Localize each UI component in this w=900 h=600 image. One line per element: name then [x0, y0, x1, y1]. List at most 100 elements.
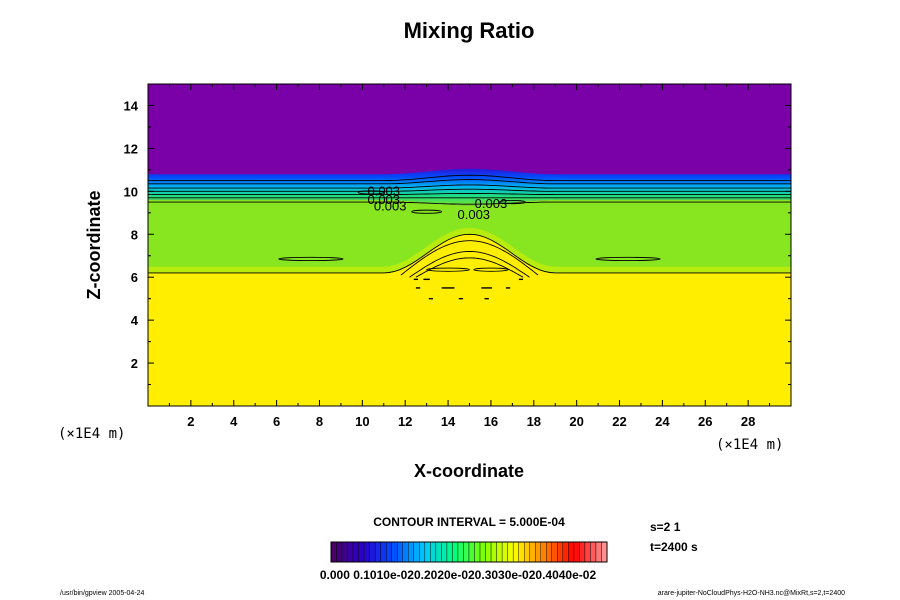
colorbar-swatch — [595, 541, 602, 563]
colorbar-swatch — [490, 541, 497, 563]
colorbar-swatch — [601, 541, 608, 563]
plot-area — [148, 84, 791, 406]
colorbar-swatch — [584, 541, 591, 563]
y-tick-label: 8 — [131, 227, 138, 242]
colorbar-swatch — [391, 541, 398, 563]
colorbar-frame — [330, 541, 608, 563]
colorbar-swatch — [512, 541, 519, 563]
contour-lines — [148, 174, 791, 300]
y-axis-label: Z-coordinate — [84, 190, 104, 299]
field-middle-layer — [148, 199, 791, 273]
colorbar-swatch — [485, 541, 492, 563]
contour-line — [148, 233, 791, 274]
contour-label: 0.003 — [367, 192, 400, 207]
colorbar-swatch — [546, 541, 553, 563]
contour-loop — [426, 267, 470, 272]
colorbar-swatch — [347, 541, 354, 563]
colorbar-swatch — [468, 541, 475, 563]
colorbar-swatch — [441, 541, 448, 563]
colorbar-swatch — [358, 541, 365, 563]
y-axis: 2 4 6 8 10 12 14 — [124, 98, 791, 386]
colorbar — [330, 541, 608, 563]
colorbar-swatch — [341, 541, 348, 563]
colorbar-swatch — [430, 541, 437, 563]
colorbar-swatch — [496, 541, 503, 563]
x-tick-label: 18 — [527, 414, 541, 429]
contour-interval-label: CONTOUR INTERVAL = 5.000E-04 — [373, 515, 565, 529]
y-axis-unit: (×1E4 m) — [58, 426, 125, 442]
footer-left: /usr/bin/gpview 2005-04-24 — [60, 590, 145, 597]
y-tick-label: 2 — [131, 356, 138, 371]
x-tick-label: 4 — [230, 414, 238, 429]
contour-line — [148, 184, 791, 189]
colorbar-swatch — [330, 541, 337, 563]
colorbar-swatch — [402, 541, 409, 563]
colorbar-swatch — [474, 541, 481, 563]
colorbar-tick-labels: 0.000 0.1010e-020.2020e-020.3030e-020.40… — [320, 568, 597, 582]
colorbar-swatch — [518, 541, 525, 563]
field-transition-band — [148, 168, 791, 206]
info-time: t=2400 s — [650, 540, 698, 554]
y-tick-label: 6 — [131, 270, 138, 285]
colorbar-swatch — [380, 541, 387, 563]
info-series: s=2 1 — [650, 520, 681, 534]
colorbar-swatch — [452, 541, 459, 563]
colorbar-swatch — [457, 541, 464, 563]
x-axis-label: X-coordinate — [414, 461, 524, 481]
field-lower-edge — [148, 227, 791, 273]
colorbar-swatch — [363, 541, 370, 563]
x-tick-label: 16 — [484, 414, 498, 429]
colorbar-swatch — [419, 541, 426, 563]
contour-line — [148, 193, 791, 196]
x-axis: 2 4 6 8 10 12 14 16 18 20 22 24 26 28 — [168, 84, 771, 429]
contour-label: 0.003 — [374, 198, 407, 213]
x-tick-label: 24 — [655, 414, 670, 429]
colorbar-swatch — [408, 541, 414, 563]
contour-loop — [278, 256, 344, 262]
colorbar-swatch — [501, 541, 508, 563]
colorbar-swatch — [551, 541, 558, 563]
contour-arc — [415, 257, 524, 278]
y-tick-label: 12 — [124, 141, 138, 156]
contour-line — [148, 174, 791, 182]
x-tick-label: 14 — [441, 414, 456, 429]
contour-loop — [499, 200, 526, 205]
x-tick-label: 12 — [398, 414, 412, 429]
colorbar-swatch — [369, 541, 376, 563]
x-tick-label: 2 — [187, 414, 194, 429]
x-tick-label: 10 — [355, 414, 369, 429]
colorbar-swatch — [413, 541, 420, 563]
colorbar-swatch — [568, 541, 575, 563]
x-tick-label: 6 — [273, 414, 280, 429]
colorbar-swatch — [374, 541, 381, 563]
contour-line — [148, 179, 791, 185]
contour-loop — [473, 267, 509, 272]
x-tick-label: 22 — [612, 414, 626, 429]
contour-line — [148, 188, 791, 192]
colorbar-swatch — [463, 541, 470, 563]
footer-right: arare-jupiter-NoCloudPhys-H2O-NH3.nc@Mix… — [658, 590, 845, 597]
contour-loop — [357, 190, 385, 195]
colorbar-swatch — [386, 541, 392, 563]
colorbar-swatch — [446, 541, 453, 563]
x-tick-label: 26 — [698, 414, 712, 429]
colorbar-swatch — [579, 541, 586, 563]
x-tick-label: 20 — [569, 414, 583, 429]
x-axis-unit: (×1E4 m) — [716, 437, 783, 453]
colorbar-swatch — [529, 541, 536, 563]
contour-label: 0.003 — [367, 183, 400, 198]
colorbar-swatch — [535, 541, 541, 563]
colorbar-swatch — [336, 541, 343, 563]
colorbar-swatch — [540, 541, 547, 563]
x-tick-label: 28 — [741, 414, 755, 429]
contour-arc — [400, 240, 539, 276]
contour-line — [148, 201, 791, 205]
colorbar-swatch — [524, 541, 530, 563]
colorbar-swatch — [352, 541, 359, 563]
colorbar-swatch — [590, 541, 597, 563]
x-tick-label: 8 — [316, 414, 323, 429]
field-lower-layer — [148, 234, 791, 406]
chart-title: Mixing Ratio — [404, 18, 535, 43]
